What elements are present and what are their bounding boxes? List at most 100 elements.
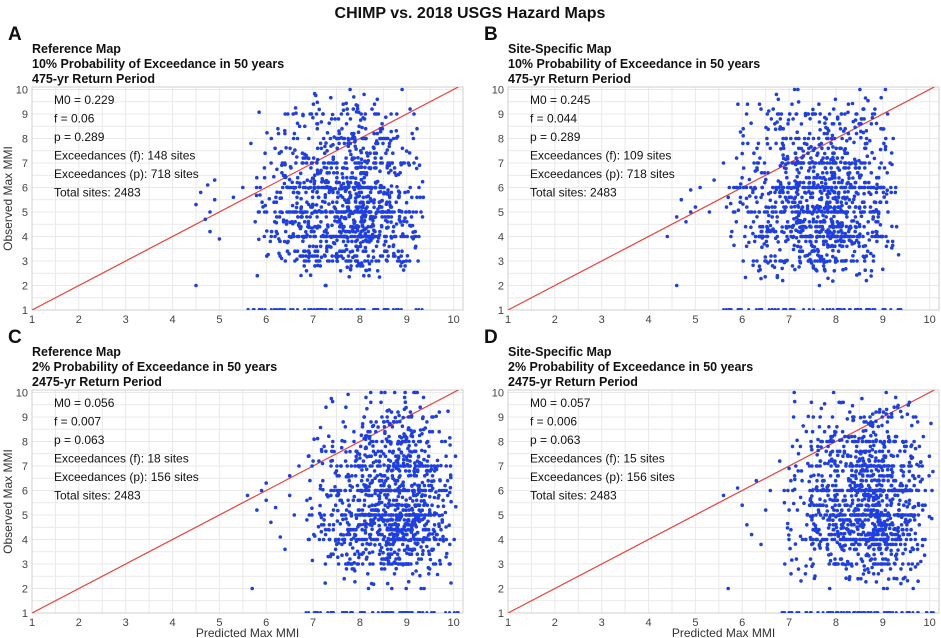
data-point [390,425,395,429]
data-point [815,173,820,177]
data-point [905,527,909,532]
data-point [397,556,401,560]
data-point [402,518,407,522]
data-point [330,161,334,165]
data-point [325,249,329,253]
data-point [355,224,360,229]
data-point [387,144,392,149]
data-point [869,251,873,256]
data-point [845,195,849,200]
data-point [381,141,385,146]
data-point [409,611,413,613]
data-point [824,239,828,244]
data-point [889,185,893,190]
data-point [324,234,328,239]
data-point [395,185,399,189]
data-point [847,166,851,170]
data-point [797,265,801,269]
data-point [315,254,320,258]
data-point [889,483,893,488]
data-point [392,390,397,395]
data-point [826,493,830,498]
data-point [427,444,431,449]
data-point [280,185,285,190]
data-point [357,508,362,512]
data-point [882,488,886,493]
data-point [287,234,292,239]
data-point [345,265,350,270]
data-point [386,188,390,192]
data-point [839,146,843,151]
data-point [785,220,790,224]
data-point [368,429,372,434]
data-point [889,308,893,310]
stat-annotation: p = 0.063 [54,433,105,447]
data-point [828,191,832,196]
data-point [382,308,386,310]
data-point [825,161,829,165]
x-tick-label: 8 [833,617,839,629]
data-point [781,143,786,148]
data-point [799,220,804,224]
data-point [825,131,829,136]
data-point [741,126,745,131]
data-point [378,454,383,459]
data-point [440,513,445,517]
data-point [294,161,298,165]
data-point [284,222,289,226]
data-point [843,166,848,170]
reference-line [32,390,459,613]
data-point [888,567,893,571]
panel-subtitle-line: 2% Probability of Exceedance in 50 years [32,360,277,374]
data-point [821,239,826,244]
data-point [381,550,385,555]
data-point [346,254,351,258]
data-point [330,449,334,454]
data-point [364,395,368,400]
stat-annotation: Exceedances (p): 718 sites [54,167,199,181]
data-point [861,474,865,478]
data-point [353,196,358,200]
data-point [385,210,389,214]
data-point [818,224,822,229]
data-point [768,223,773,228]
data-point [384,496,389,500]
data-point [387,434,391,439]
data-point [212,178,217,182]
data-point [389,184,394,188]
data-point [283,259,288,263]
data-point [304,611,308,613]
data-point [790,102,794,106]
y-tick-label: 4 [22,231,28,243]
data-point [819,439,823,444]
data-point [853,180,858,185]
data-point [863,180,868,185]
data-point [406,161,411,165]
data-point [854,449,859,454]
data-point [914,415,918,419]
data-point [382,535,387,539]
data-point [400,87,404,92]
data-point [399,527,404,532]
data-point [769,117,774,121]
data-point [357,194,362,198]
gridlines [31,390,463,614]
data-point [404,508,408,512]
data-point [383,523,388,527]
data-point [803,254,807,258]
data-point [778,248,782,252]
scatter-points [245,390,460,613]
data-point [844,267,848,271]
data-point [280,171,284,175]
data-point [344,122,349,126]
data-point [354,516,359,520]
data-point [294,111,298,115]
data-point [873,459,878,463]
data-point [767,109,771,113]
data-point [832,433,837,437]
data-point [419,494,424,499]
data-point [836,534,841,538]
data-point [815,153,819,157]
data-point [397,537,402,542]
data-point [857,166,862,170]
